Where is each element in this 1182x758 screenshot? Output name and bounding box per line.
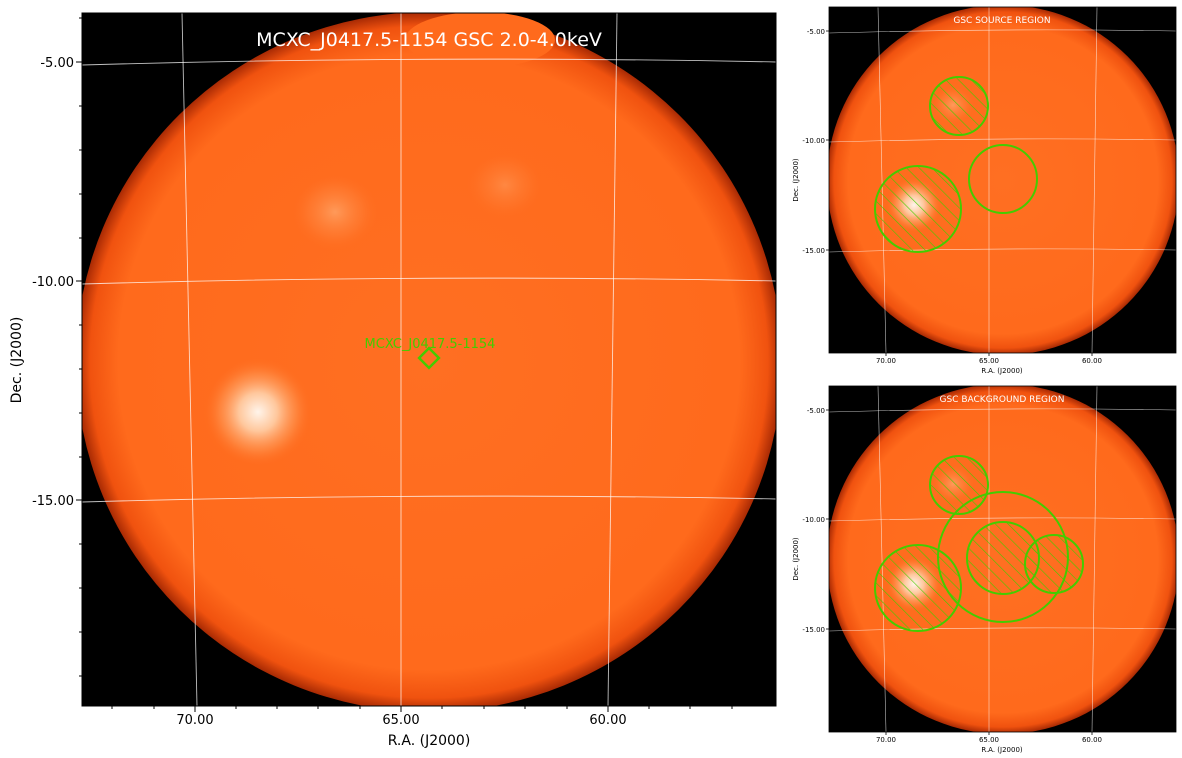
src-y-tick-label: -10.00 <box>802 137 825 145</box>
bkg-y-tick-label: -15.00 <box>802 626 825 634</box>
main-x-tick-label: 70.00 <box>176 713 213 728</box>
bkg-ticks <box>826 409 1093 735</box>
main-bright-source <box>203 357 313 467</box>
bkg-x-tick-label: 70.00 <box>876 736 896 744</box>
bkg-x-axis-label: R.A. (J2000) <box>981 746 1023 754</box>
main-x-tick-label: 65.00 <box>382 713 419 728</box>
src-grid-line <box>829 248 1176 253</box>
bkg-y-tick-label: -10.00 <box>802 516 825 524</box>
src-x-tick-label: 70.00 <box>876 357 896 365</box>
background-region-panel: GSC BACKGROUND REGION -5.00 -10.00 -15.0… <box>792 385 1177 754</box>
src-title: GSC SOURCE REGION <box>953 16 1050 26</box>
bkg-x-tick-label: 60.00 <box>1082 736 1102 744</box>
main-grid-line <box>82 58 776 66</box>
main-grid-line <box>82 277 776 285</box>
src-x-tick-label: 65.00 <box>979 357 999 365</box>
bkg-grid-line <box>829 408 1176 413</box>
src-detector-disk <box>829 7 1176 353</box>
main-y-tick-label: -10.00 <box>32 275 74 290</box>
src-y-axis-label: Dec. (J2000) <box>792 158 800 202</box>
bkg-excluded-region <box>874 544 962 632</box>
src-frame <box>828 6 1177 354</box>
src-grid-line <box>829 29 1176 34</box>
bkg-grid-line <box>1091 386 1098 732</box>
src-x-tick-label: 60.00 <box>1082 357 1102 365</box>
src-grid-line <box>829 138 1176 143</box>
bkg-excluded-region <box>929 455 989 515</box>
main-frame <box>81 12 777 707</box>
src-excluded-region <box>929 76 989 136</box>
src-y-tick-label: -5.00 <box>807 28 825 36</box>
src-y-tick-label: -15.00 <box>802 247 825 255</box>
bkg-excluded-region <box>1024 534 1084 594</box>
main-x-tick-label: 60.00 <box>589 713 626 728</box>
bkg-grid-line <box>829 517 1176 522</box>
bkg-grid-line <box>877 386 887 732</box>
main-faint-source <box>465 150 545 220</box>
main-faint-source <box>290 172 380 252</box>
src-x-axis-label: R.A. (J2000) <box>981 367 1023 375</box>
main-y-tick-label: -15.00 <box>32 494 74 509</box>
src-grid-line <box>1091 7 1098 353</box>
src-grid-line <box>877 7 887 353</box>
bkg-y-tick-label: -5.00 <box>807 407 825 415</box>
main-title: MCXC_J0417.5-1154 GSC 2.0-4.0keV <box>256 29 602 51</box>
source-diamond-marker <box>417 346 441 370</box>
main-detector-bulge <box>405 13 555 68</box>
main-grid-line <box>82 495 776 503</box>
main-grid-line <box>181 13 198 706</box>
main-detector-disk <box>82 13 776 706</box>
src-excluded-region <box>874 165 962 253</box>
main-y-tick-label: -5.00 <box>40 56 74 71</box>
main-y-axis-label: Dec. (J2000) <box>9 317 25 404</box>
bkg-frame <box>828 385 1177 733</box>
source-marker-label: MCXC_J0417.5-1154 <box>365 337 496 352</box>
main-panel: MCXC_J0417.5-1154 GSC 2.0-4.0keV MCXC_J0… <box>9 12 777 749</box>
bkg-title: GSC BACKGROUND REGION <box>940 395 1065 405</box>
bkg-grid-line <box>829 627 1176 632</box>
src-extraction-region <box>968 144 1038 214</box>
source-region-panel: GSC SOURCE REGION -5.00 -10.00 -15.00 70… <box>792 6 1177 375</box>
main-y-ticks <box>76 17 82 677</box>
main-x-axis-label: R.A. (J2000) <box>388 733 471 749</box>
main-x-ticks <box>111 706 733 712</box>
bkg-x-tick-label: 65.00 <box>979 736 999 744</box>
bkg-y-axis-label: Dec. (J2000) <box>792 537 800 581</box>
src-ticks <box>826 30 1093 356</box>
main-grid-line <box>607 13 618 706</box>
